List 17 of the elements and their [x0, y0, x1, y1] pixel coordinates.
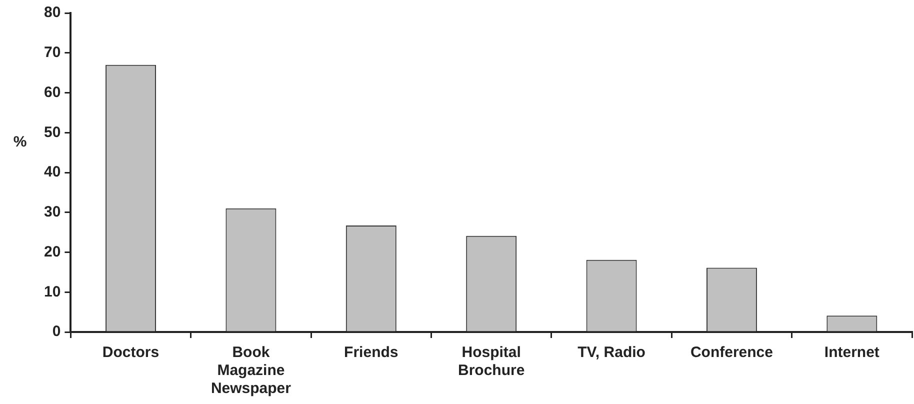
y-tick-label: 0	[52, 323, 61, 340]
x-tick-label: Friends	[344, 344, 398, 362]
x-tick-label: Doctors	[102, 344, 160, 362]
y-tick-label: 10	[44, 283, 61, 300]
x-tick-label: Internet	[824, 344, 880, 362]
x-tick-label: Book Magazine Newspaper	[210, 344, 292, 398]
x-tick-label: Hospital Brochure	[458, 344, 525, 380]
y-tick-label: 70	[44, 44, 61, 62]
y-axis-title: %	[13, 134, 27, 151]
y-tick-label: 30	[44, 204, 61, 221]
y-tick-label: 40	[44, 164, 61, 181]
y-tick-label: 50	[44, 124, 61, 141]
y-tick-label: 80	[44, 4, 61, 22]
y-tick-label: 60	[44, 84, 61, 101]
x-tick-label: Conference	[690, 344, 773, 362]
y-tick-label: 20	[44, 243, 61, 260]
x-tick-label: TV, Radio	[578, 344, 646, 362]
